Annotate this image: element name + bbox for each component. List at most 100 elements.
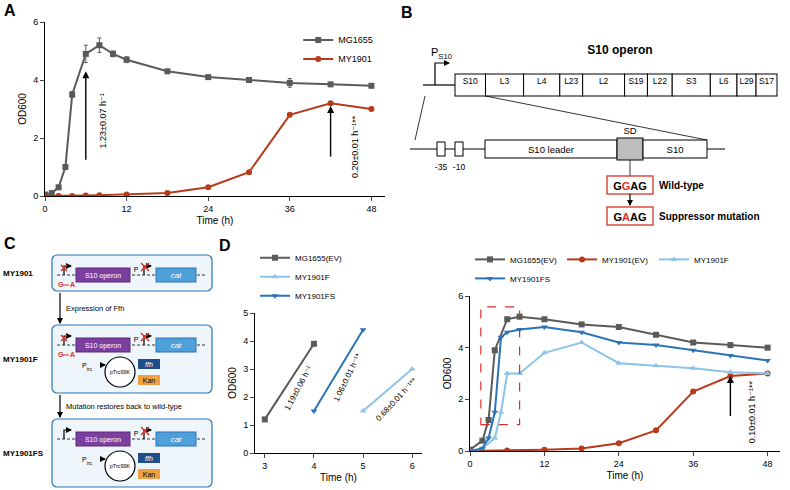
svg-text:Time (h): Time (h) [607,470,644,481]
svg-text:48: 48 [763,459,773,469]
svg-text:B: B [401,4,413,21]
svg-text:cat: cat [171,271,182,280]
svg-text:L29: L29 [739,76,753,86]
svg-text:Expression of Ffh: Expression of Ffh [66,304,124,313]
svg-text:MY1901F: MY1901F [694,256,729,265]
svg-text:Mutation restores back to wild: Mutation restores back to wild-type [66,402,182,411]
svg-text:48: 48 [366,204,376,214]
svg-text:1.19±0.06 h⁻¹: 1.19±0.06 h⁻¹ [283,364,314,412]
svg-text:1.23±0.07 h⁻¹: 1.23±0.07 h⁻¹ [98,93,108,148]
svg-text:2: 2 [458,394,463,404]
svg-text:ffh: ffh [145,361,153,368]
svg-text:A: A [70,281,75,288]
svg-text:MY1901F: MY1901F [295,273,330,282]
svg-text:pTrc99K: pTrc99K [110,369,131,375]
svg-text:MY1901F: MY1901F [3,355,38,364]
svg-text:pTrc99K: pTrc99K [110,463,131,469]
svg-text:4: 4 [33,75,38,85]
svg-text:Ptrc: Ptrc [82,362,93,372]
svg-text:S3: S3 [686,76,697,86]
svg-text:OD600: OD600 [17,93,28,125]
svg-text:MY1901: MY1901 [338,54,372,64]
svg-text:L3: L3 [500,76,510,86]
svg-text:5: 5 [243,308,248,318]
svg-text:0: 0 [243,448,248,458]
svg-text:G: G [58,281,64,288]
svg-text:5: 5 [361,461,366,471]
svg-text:SD: SD [623,125,636,136]
svg-text:3: 3 [243,364,248,374]
svg-text:P: P [134,430,139,437]
svg-text:P: P [134,266,139,273]
svg-text:Time (h): Time (h) [197,215,234,226]
svg-text:MY1901: MY1901 [3,269,33,278]
svg-text:36: 36 [285,204,295,214]
svg-text:S10 operon: S10 operon [85,342,121,350]
svg-text:0: 0 [42,204,47,214]
svg-text:36: 36 [688,459,698,469]
svg-text:6: 6 [33,17,38,27]
svg-text:-35: -35 [435,162,448,172]
svg-text:GAAG: GAAG [613,211,646,223]
svg-text:MY1901FS: MY1901FS [3,449,44,458]
svg-text:L4: L4 [537,76,547,86]
svg-text:0: 0 [33,191,38,201]
svg-text:GGAG: GGAG [613,180,647,192]
svg-text:OD600: OD600 [442,357,453,389]
svg-text:12: 12 [122,204,132,214]
html-text:D: D [219,237,231,254]
svg-text:S10: S10 [667,144,684,155]
svg-text:1: 1 [243,420,248,430]
svg-text:L23: L23 [564,76,578,86]
svg-text:Ptrc: Ptrc [82,456,93,466]
html-text:A: A [4,2,16,19]
svg-text:0.20±0.01 h⁻¹**: 0.20±0.01 h⁻¹** [350,115,360,178]
svg-text:2: 2 [33,133,38,143]
svg-text:cat: cat [171,435,182,444]
svg-text:24: 24 [203,204,213,214]
svg-text:Suppressor mutation: Suppressor mutation [659,211,760,222]
svg-text:MY1901FS: MY1901FS [295,292,335,301]
svg-text:Kan: Kan [143,471,156,478]
svg-text:S17: S17 [759,76,774,86]
svg-text:MG1655(EV): MG1655(EV) [510,256,557,265]
svg-text:0.10±0.01 h⁻¹**: 0.10±0.01 h⁻¹** [747,381,757,444]
svg-text:PS10: PS10 [431,46,452,61]
svg-text:0.68±0.01 h⁻¹**: 0.68±0.01 h⁻¹** [374,376,418,423]
svg-text:S10 operon: S10 operon [587,43,652,57]
svg-text:-10: -10 [453,162,466,172]
svg-text:S19: S19 [628,76,643,86]
svg-text:2: 2 [243,392,248,402]
svg-text:4: 4 [311,461,316,471]
svg-text:24: 24 [614,459,624,469]
svg-text:0: 0 [467,459,472,469]
svg-text:6: 6 [410,461,415,471]
svg-text:S10 operon: S10 operon [85,436,121,444]
svg-text:L6: L6 [719,76,729,86]
svg-text:S10 operon: S10 operon [85,272,121,280]
svg-text:cat: cat [171,341,182,350]
svg-text:3: 3 [262,461,267,471]
svg-text:OD600: OD600 [227,367,238,399]
svg-text:C: C [4,235,16,252]
svg-text:L2: L2 [599,76,609,86]
svg-text:4: 4 [458,343,463,353]
svg-text:S10: S10 [463,76,478,86]
svg-text:A: A [70,351,75,358]
svg-text:12: 12 [539,459,549,469]
svg-text:MY1901(EV): MY1901(EV) [602,256,648,265]
svg-text:Time (h): Time (h) [320,472,357,483]
svg-text:4: 4 [243,336,248,346]
svg-text:P: P [134,336,139,343]
svg-text:L22: L22 [653,76,667,86]
svg-text:MG1655: MG1655 [338,35,373,45]
svg-text:6: 6 [458,291,463,301]
svg-text:Wild-type: Wild-type [659,180,704,191]
svg-text:S10 leader: S10 leader [528,144,574,155]
svg-text:0: 0 [458,446,463,456]
svg-text:1.06±0.01 h⁻¹*: 1.06±0.01 h⁻¹* [332,352,363,403]
svg-text:MY1901FS: MY1901FS [510,275,550,284]
svg-text:ffh: ffh [145,455,153,462]
svg-text:Kan: Kan [143,377,156,384]
svg-text:MG1655(EV): MG1655(EV) [295,254,342,263]
